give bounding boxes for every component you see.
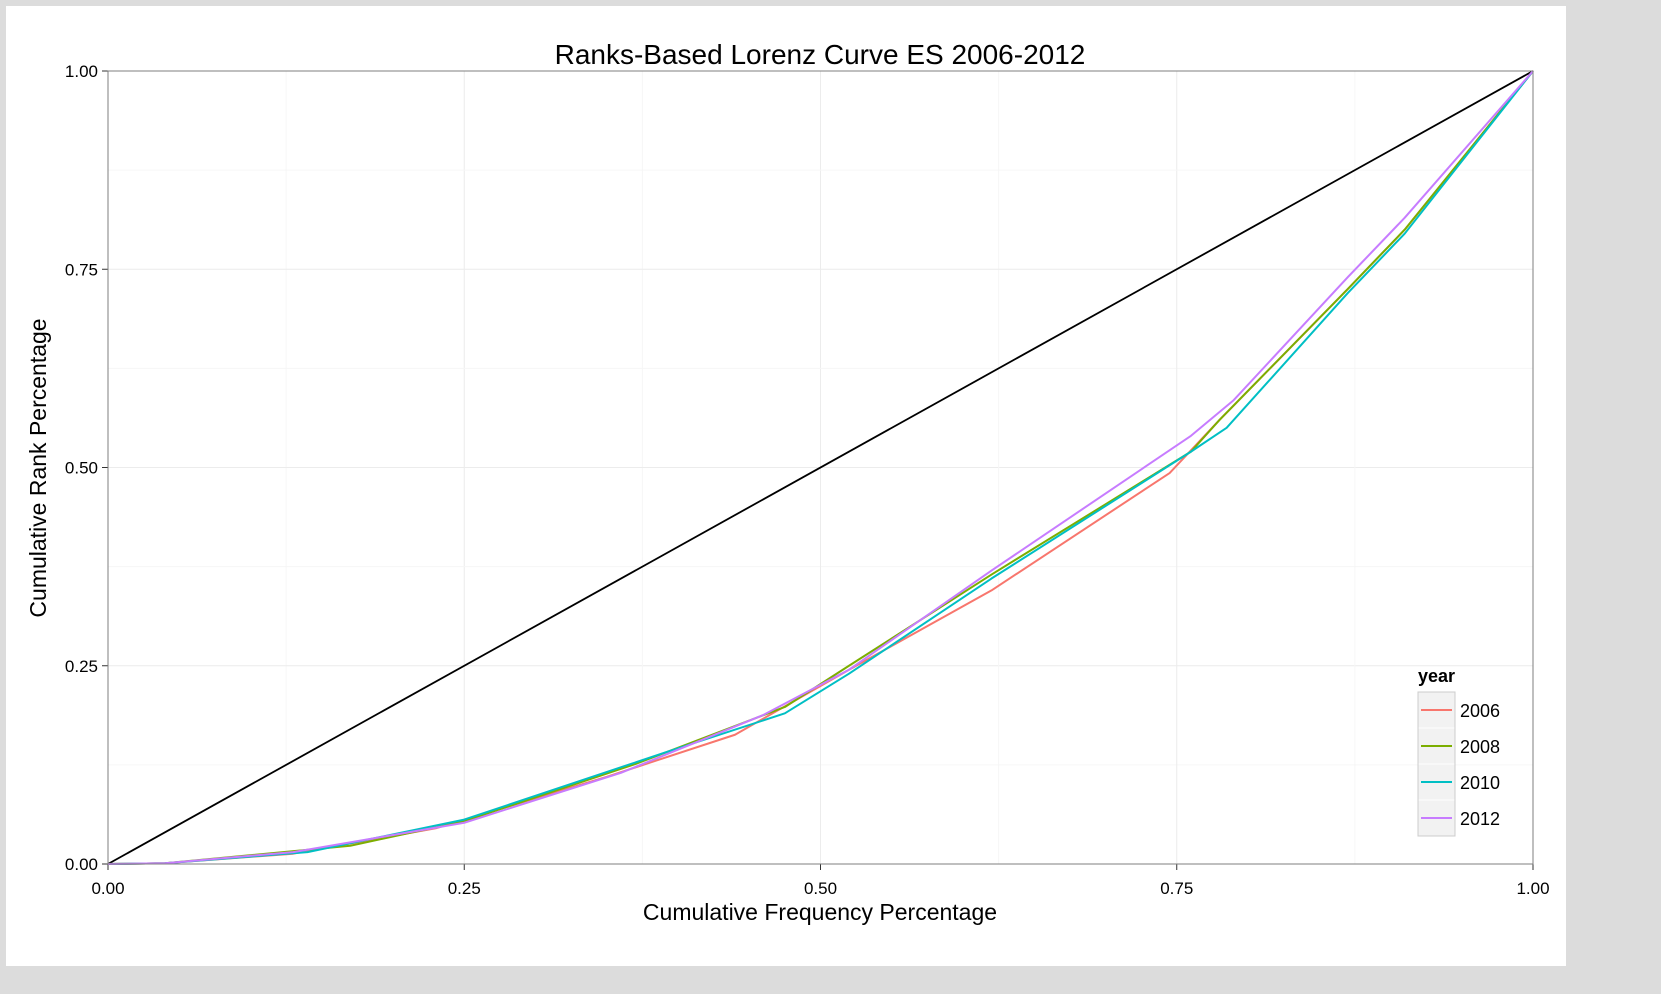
lorenz-chart: Ranks-Based Lorenz Curve ES 2006-2012 0.… <box>25 39 1550 925</box>
x-axis-label: Cumulative Frequency Percentage <box>643 899 997 925</box>
legend-label-2006: 2006 <box>1460 701 1500 721</box>
y-tick-label: 0.25 <box>65 657 98 676</box>
x-tick-label: 1.00 <box>1516 879 1549 898</box>
chart-frame: Ranks-Based Lorenz Curve ES 2006-2012 0.… <box>6 6 1566 966</box>
legend-label-2012: 2012 <box>1460 809 1500 829</box>
series-line-2010 <box>107 70 1534 865</box>
plot-panel-border <box>107 70 1534 865</box>
y-tick-label: 0.75 <box>65 260 98 279</box>
legend: year 2006 2008 2010 2012 <box>1417 666 1500 837</box>
chart-title: Ranks-Based Lorenz Curve ES 2006-2012 <box>555 39 1086 70</box>
series-line-2008 <box>107 70 1534 865</box>
x-tick-label: 0.00 <box>91 879 124 898</box>
y-tick-label: 0.00 <box>65 855 98 874</box>
x-tick-label: 0.50 <box>804 879 837 898</box>
legend-key-border <box>1417 691 1456 837</box>
legend-items: 2006 2008 2010 2012 <box>1417 691 1500 837</box>
equality-line <box>107 70 1534 865</box>
series-lines <box>107 70 1534 865</box>
x-tick-label: 0.25 <box>448 879 481 898</box>
y-axis-label: Cumulative Rank Percentage <box>25 318 51 617</box>
legend-label-2010: 2010 <box>1460 773 1500 793</box>
legend-title: year <box>1418 666 1455 686</box>
y-tick-label: 1.00 <box>65 62 98 81</box>
axes: 0.00 0.25 0.50 0.75 1.00 0.00 0.25 0.50 0.75 1.00 <box>65 62 1550 898</box>
x-tick-label: 0.75 <box>1160 879 1193 898</box>
y-tick-label: 0.50 <box>65 459 98 478</box>
series-line-2012 <box>107 70 1534 865</box>
legend-label-2008: 2008 <box>1460 737 1500 757</box>
